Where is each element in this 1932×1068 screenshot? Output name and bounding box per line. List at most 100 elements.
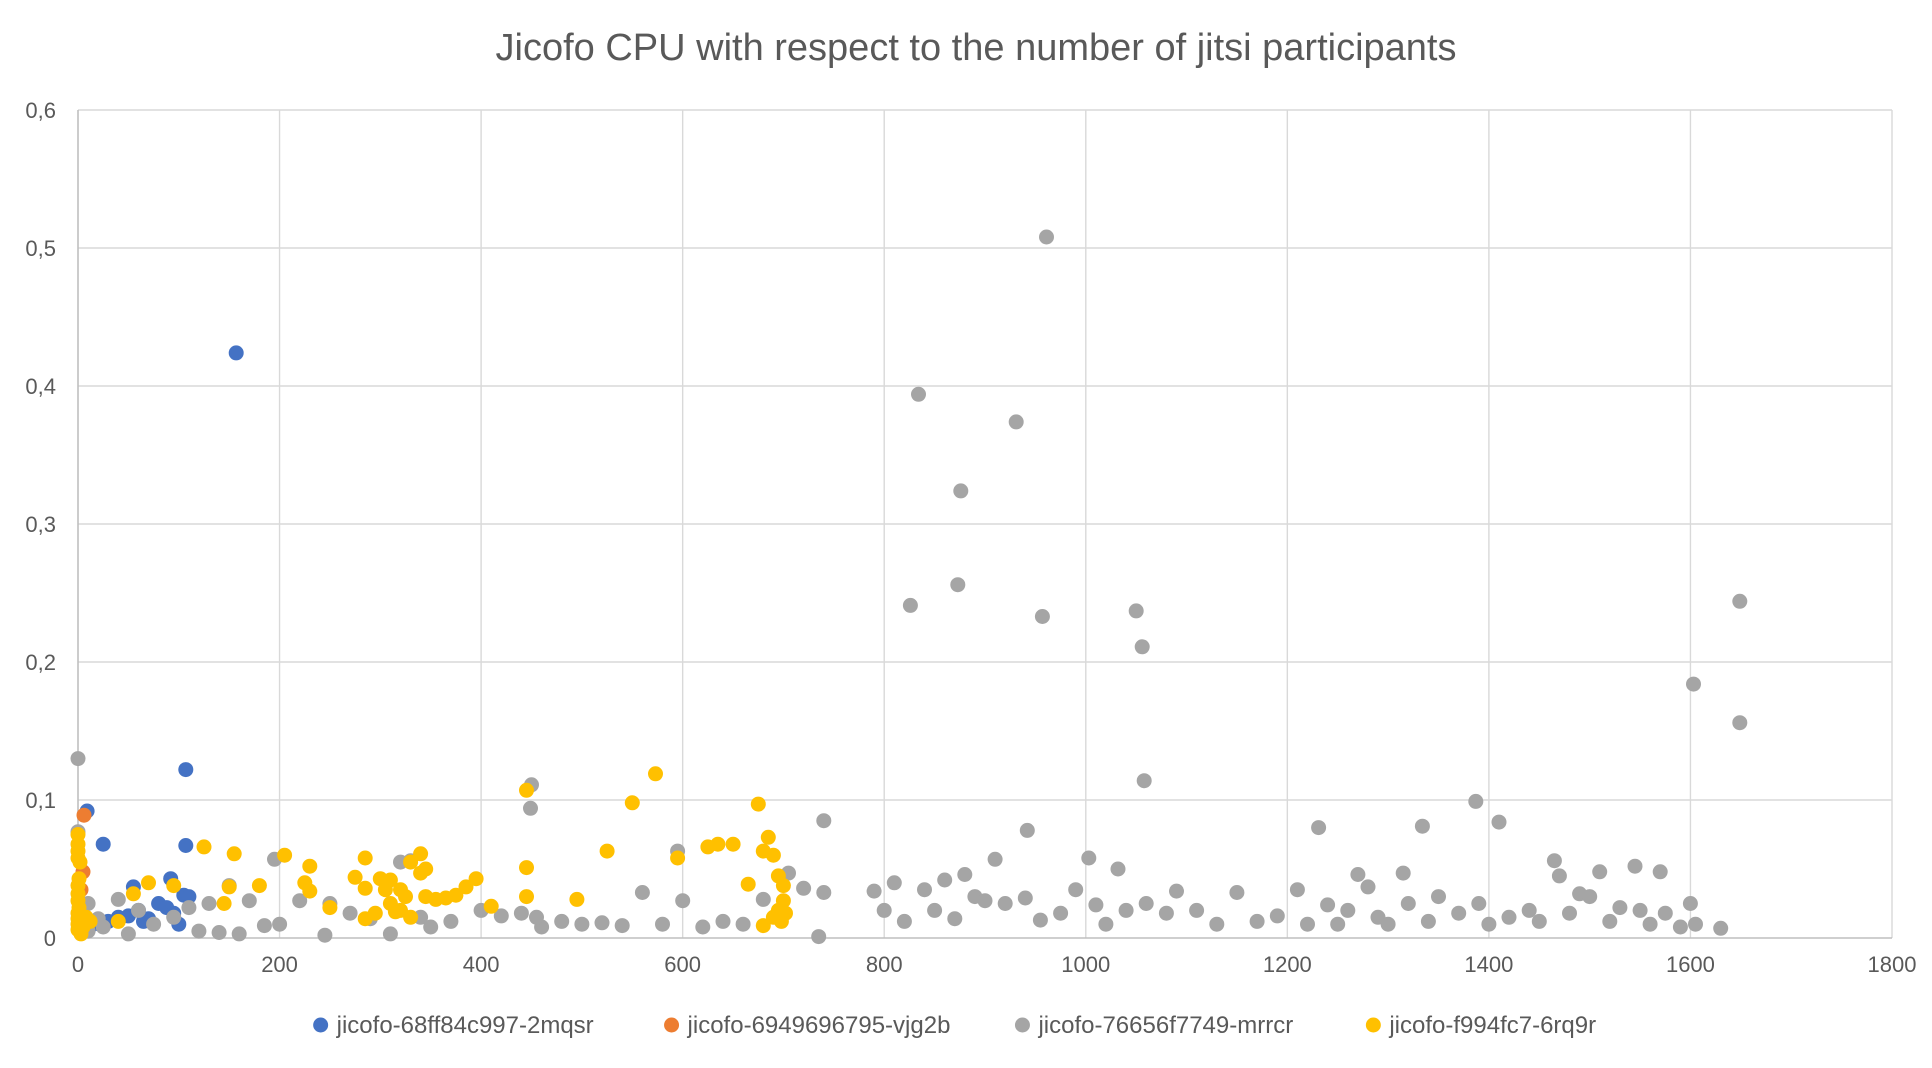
data-point-series-3 — [1395, 865, 1411, 881]
data-point-series-3 — [675, 893, 691, 909]
data-point-series-3 — [1229, 885, 1245, 900]
axis-layer — [77, 110, 1892, 939]
data-point-series-3 — [1034, 609, 1050, 624]
data-point-series-3 — [755, 891, 771, 907]
data-point-series-3 — [927, 902, 943, 918]
data-point-series-1 — [181, 889, 197, 905]
data-point-series-4 — [413, 846, 429, 862]
legend-label: jicofo-68ff84c997-2mqsr — [336, 1012, 594, 1039]
data-point-series-3 — [120, 926, 136, 942]
tick-labels: 0 200 400 600 800 1000 1200 1400 1600 1800 0 0,1 0,2… — [25, 98, 1916, 977]
data-point-series-3 — [1672, 919, 1688, 935]
data-point-series-3 — [131, 902, 146, 918]
legend: jicofo-68ff84c997-2mqsr jicofo-6949696795… — [313, 1012, 1596, 1039]
y-tick-label: 0,2 — [25, 650, 56, 675]
data-point-series-3 — [70, 751, 86, 767]
x-tick-label: 1200 — [1263, 952, 1312, 977]
data-point-series-3 — [241, 893, 257, 909]
data-point-series-3 — [735, 916, 751, 932]
data-point-series-3 — [1420, 913, 1436, 929]
legend-label: jicofo-f994fc7-6rq9r — [1388, 1012, 1596, 1039]
data-point-series-4 — [226, 846, 242, 862]
x-tick-label: 600 — [664, 952, 701, 977]
data-point-series-3 — [1330, 916, 1346, 932]
data-point-series-3 — [211, 925, 227, 940]
data-point-series-4 — [216, 896, 232, 911]
data-point-series-3 — [1531, 913, 1547, 929]
data-point-series-4 — [770, 868, 786, 884]
x-tick-label: 200 — [261, 952, 298, 977]
data-point-series-3 — [493, 908, 509, 924]
y-tick-label: 0,4 — [25, 374, 56, 399]
data-point-series-3 — [1128, 603, 1144, 619]
data-point-series-2 — [76, 807, 92, 823]
legend-marker — [1014, 1017, 1030, 1033]
legend-label: jicofo-6949696795-vjg2b — [687, 1012, 951, 1039]
data-point-series-3 — [1546, 853, 1562, 869]
data-point-series-3 — [443, 913, 459, 929]
data-point-series-3 — [1032, 912, 1048, 928]
data-point-series-3 — [1017, 890, 1033, 906]
data-point-series-4 — [72, 854, 88, 870]
data-point-series-3 — [947, 911, 963, 927]
data-point-series-4 — [740, 876, 756, 892]
data-point-series-3 — [1582, 889, 1598, 905]
data-point-series-4 — [82, 913, 98, 929]
data-point-series-4 — [755, 918, 771, 934]
data-point-series-4 — [302, 858, 318, 874]
data-point-series-4 — [624, 795, 640, 811]
legend-label: jicofo-76656f7749-mrrcr — [1037, 1012, 1293, 1039]
legend-marker — [1365, 1017, 1381, 1033]
data-point-series-3 — [292, 893, 308, 909]
data-point-series-3 — [1320, 897, 1336, 913]
data-point-series-4 — [357, 880, 373, 896]
y-tick-label: 0,1 — [25, 788, 56, 813]
data-point-series-3 — [1158, 905, 1174, 921]
data-point-series-3 — [1501, 909, 1517, 925]
y-tick-label: 0,5 — [25, 236, 56, 261]
data-point-series-3 — [1732, 715, 1748, 731]
data-point-series-3 — [1289, 882, 1305, 898]
data-point-series-4 — [755, 843, 771, 859]
data-point-series-3 — [950, 577, 966, 593]
data-point-series-4 — [141, 875, 156, 891]
data-point-series-4 — [196, 839, 212, 855]
data-point-series-3 — [987, 851, 1003, 867]
data-point-series-3 — [1652, 864, 1668, 880]
data-point-series-4 — [403, 854, 419, 870]
data-point-series-4 — [322, 900, 338, 916]
data-point-series-4 — [347, 869, 363, 885]
data-point-series-4 — [302, 883, 318, 899]
data-point-series-3 — [816, 885, 832, 900]
data-point-series-3 — [1380, 916, 1396, 932]
data-point-series-3 — [816, 813, 832, 829]
data-point-series-3 — [513, 905, 529, 921]
data-point-series-3 — [1169, 883, 1184, 899]
data-point-series-4 — [760, 829, 776, 845]
data-point-series-3 — [181, 900, 197, 916]
data-point-series-3 — [911, 386, 926, 402]
data-point-series-3 — [1632, 902, 1648, 918]
data-point-series-3 — [110, 891, 126, 907]
data-point-series-3 — [423, 919, 439, 935]
data-point-series-3 — [957, 867, 973, 882]
data-point-series-3 — [634, 885, 650, 900]
data-point-series-3 — [1019, 822, 1035, 838]
data-point-series-1 — [178, 762, 194, 778]
data-point-series-4 — [367, 905, 383, 921]
data-point-series-3 — [1471, 896, 1487, 911]
data-point-series-3 — [201, 896, 217, 911]
grid-layer — [78, 109, 1893, 938]
data-point-series-4 — [166, 878, 182, 894]
data-point-series-3 — [1612, 900, 1628, 916]
data-point-series-4 — [778, 905, 793, 921]
data-point-series-3 — [1592, 864, 1608, 880]
x-tick-label: 400 — [463, 952, 500, 977]
data-point-series-4 — [251, 878, 267, 894]
data-point-series-3 — [1008, 414, 1024, 430]
data-point-series-4 — [569, 891, 585, 907]
data-point-series-3 — [1081, 850, 1097, 866]
data-point-series-4 — [670, 850, 686, 866]
